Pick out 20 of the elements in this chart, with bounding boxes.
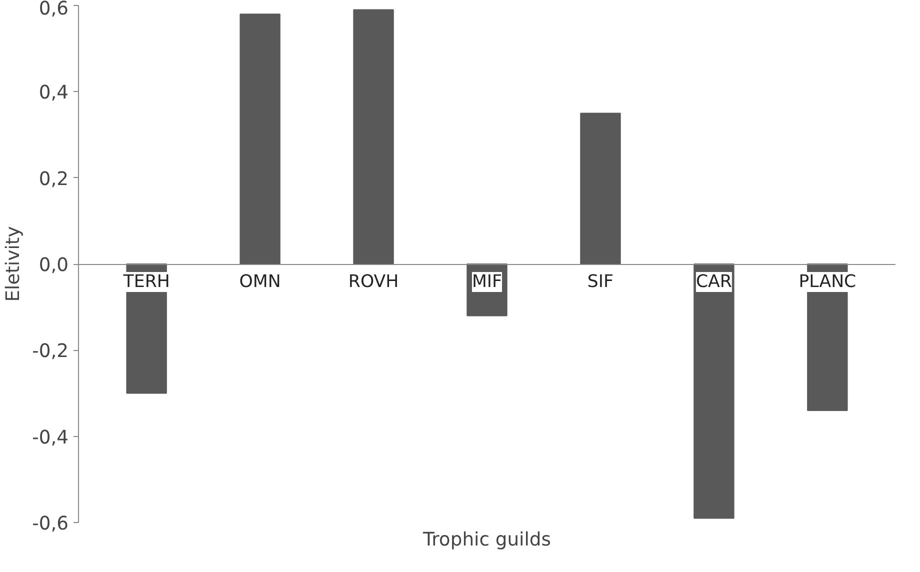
y-tick-label: -0,2 — [32, 341, 69, 362]
x-tick-label: CAR — [696, 272, 732, 292]
x-tick-label: PLANC — [798, 272, 856, 292]
y-tick-label: 0,2 — [38, 168, 68, 190]
x-tick-label: ROVH — [348, 272, 399, 292]
y-axis-title: Eletivity — [3, 226, 24, 302]
x-tick-label: OMN — [239, 272, 281, 292]
bar — [694, 264, 734, 519]
y-tick-label: -0,4 — [32, 427, 69, 448]
x-axis-title: Trophic guilds — [422, 530, 551, 550]
bar — [240, 14, 280, 264]
x-tick-label: MIF — [472, 272, 502, 292]
y-tick-label: -0,6 — [32, 514, 69, 534]
bar — [580, 112, 621, 264]
y-tick-label: 0,0 — [38, 255, 68, 276]
y-tick-label: 0,4 — [38, 82, 68, 104]
bar — [353, 9, 394, 264]
x-tick-label: SIF — [587, 272, 614, 292]
x-tick-label: TERH — [122, 272, 170, 292]
y-tick-label: 0,6 — [38, 0, 68, 20]
